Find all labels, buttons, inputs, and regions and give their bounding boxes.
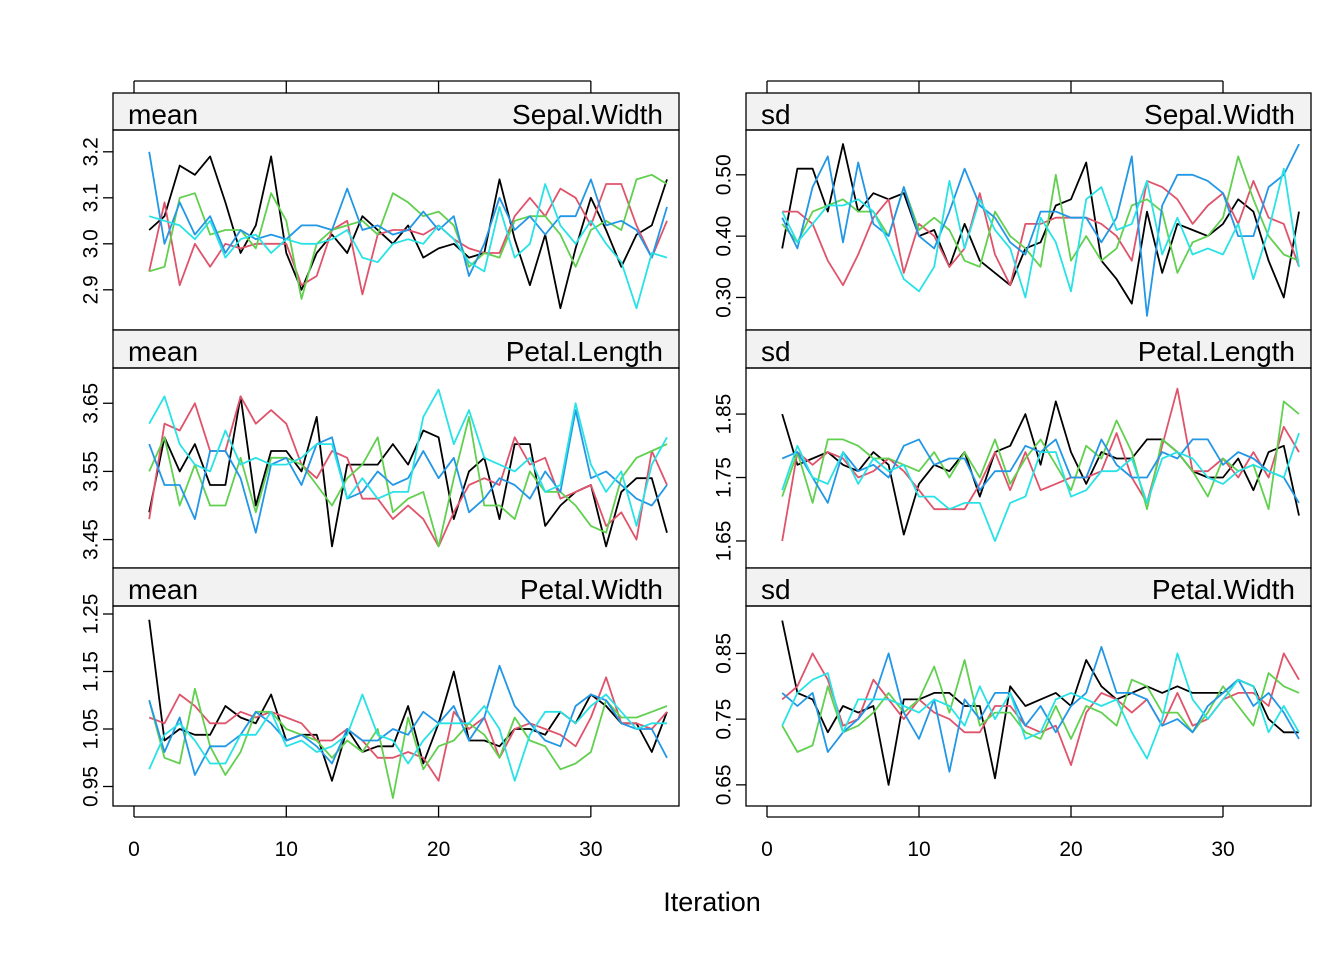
y-tick-label: 2.9 [80, 275, 103, 304]
x-axis-title: Iteration [663, 887, 761, 917]
y-tick-label: 3.65 [80, 383, 103, 424]
y-tick-label: 1.65 [713, 521, 736, 562]
strip-background [112, 567, 680, 607]
series-line-1 [148, 619, 668, 782]
y-tick-label: 0.30 [713, 277, 736, 318]
x-tick-label: 20 [427, 838, 450, 861]
panel-mean-sepal-width: mean Sepal.Width 2.9 3.0 3.1 3.2 [80, 92, 680, 331]
x-tick-label: 10 [907, 838, 930, 861]
strip-stat-label: sd [761, 336, 791, 367]
panel-frame [745, 605, 1312, 807]
series-line-2 [148, 395, 668, 548]
y-tick-label: 0.65 [713, 764, 736, 805]
series-line-3 [148, 687, 668, 799]
series-line-5 [148, 183, 668, 310]
series-line-4 [148, 409, 668, 534]
strip-stat-label: mean [128, 336, 198, 367]
series-line-3 [781, 659, 1300, 753]
strip-background [745, 92, 1312, 131]
series-line-5 [781, 432, 1300, 542]
strip-variable-label: Petal.Width [520, 574, 663, 605]
series-line-2 [148, 676, 668, 782]
series-line-1 [781, 620, 1299, 786]
strip-variable-label: Sepal.Width [1144, 99, 1295, 130]
series-line-3 [781, 400, 1300, 511]
y-tick-label: 0.85 [713, 633, 736, 674]
panel-frame [112, 605, 680, 807]
x-axis-column-2: 0 10 20 30 [761, 80, 1235, 861]
strip-variable-label: Petal.Length [506, 336, 663, 367]
panel-mean-petal-width: mean Petal.Width 0.95 1.05 1.15 1.25 [80, 567, 680, 807]
y-tick-label: 1.25 [80, 594, 103, 635]
panel-mean-petal-length: mean Petal.Length 3.45 3.55 3.65 [80, 329, 680, 569]
y-tick-label: 1.75 [713, 457, 736, 498]
strip-background [745, 567, 1312, 607]
series-line-2 [781, 387, 1300, 542]
y-tick-label: 3.45 [80, 519, 103, 560]
x-tick-label: 0 [761, 838, 773, 861]
x-tick-label: 0 [128, 838, 140, 861]
y-tick-label: 0.95 [80, 766, 103, 807]
series-line-4 [781, 646, 1300, 773]
y-tick-label: 1.05 [80, 709, 103, 750]
y-tick-label: 3.2 [80, 137, 103, 166]
panel-sd-sepal-width: sd Sepal.Width 0.30 0.40 0.50 [713, 92, 1312, 331]
x-tick-label: 30 [579, 838, 602, 861]
strip-variable-label: Sepal.Width [512, 99, 663, 130]
series-line-1 [781, 143, 1300, 305]
series-line-1 [781, 400, 1300, 536]
x-axis-column-1: 0 10 20 30 [128, 80, 603, 861]
y-tick-label: 3.55 [80, 451, 103, 492]
series-line-4 [781, 143, 1300, 317]
series-line-3 [781, 155, 1300, 274]
strip-background [112, 92, 680, 131]
y-tick-label: 0.50 [713, 154, 736, 195]
series-line-4 [148, 151, 668, 277]
strip-stat-label: mean [128, 574, 198, 605]
strip-variable-label: Petal.Length [1138, 336, 1295, 367]
y-tick-label: 0.75 [713, 699, 736, 740]
series-line-4 [148, 664, 668, 776]
series-line-5 [148, 388, 668, 527]
panel-sd-petal-width: sd Petal.Width 0.65 0.75 0.85 [713, 567, 1312, 807]
series-line-5 [781, 652, 1300, 760]
x-tick-label: 10 [275, 838, 298, 861]
strip-stat-label: mean [128, 99, 198, 130]
series-line-5 [148, 693, 667, 782]
series-line-2 [782, 179, 1300, 287]
series-line-5 [781, 167, 1300, 299]
strip-stat-label: sd [761, 574, 791, 605]
y-tick-label: 1.15 [80, 651, 103, 692]
x-tick-label: 30 [1211, 838, 1234, 861]
y-tick-label: 0.40 [713, 216, 736, 257]
strip-background [745, 329, 1312, 369]
series-line-3 [148, 415, 668, 548]
x-tick-label: 20 [1059, 838, 1082, 861]
y-tick-label: 3.1 [80, 183, 103, 212]
y-tick-label: 1.85 [713, 394, 736, 435]
panel-sd-petal-length: sd Petal.Length 1.65 1.75 1.85 [713, 329, 1312, 569]
strip-variable-label: Petal.Width [1152, 574, 1295, 605]
strip-stat-label: sd [761, 99, 791, 130]
series-line-3 [148, 173, 668, 300]
y-tick-label: 3.0 [80, 229, 103, 258]
